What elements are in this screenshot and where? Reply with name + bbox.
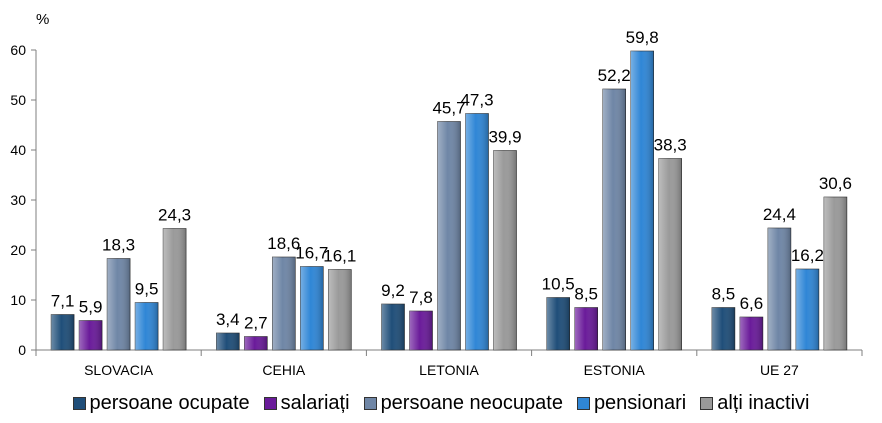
data-label: 16,2 [791,246,824,265]
chart-legend: persoane ocupate salariați persoane neocup… [0,392,882,415]
y-tick-label: 20 [10,242,26,258]
data-label: 5,9 [79,298,103,317]
data-label: 45,7 [432,99,465,118]
data-label: 38,3 [654,136,687,155]
bar-shading [272,257,296,350]
data-label: 7,1 [51,292,75,311]
legend-label: pensionari [593,392,687,414]
data-label: 24,3 [158,206,191,225]
bar-shading [711,307,735,350]
x-tick-label: CEHIA [262,362,305,378]
legend-item: pensionari [576,392,687,415]
legend-item: salariați [263,392,350,415]
bar-shading [658,158,682,350]
data-label: 39,9 [488,128,521,147]
bar-shading [795,269,819,350]
legend-swatch [700,397,714,410]
bar-shading [437,121,461,350]
bar-shading [546,297,570,350]
bar-shading [574,307,598,350]
bar-shading [602,89,626,350]
legend-swatch [263,397,277,410]
bar-shading [465,113,489,350]
bar-shading [51,314,75,350]
y-tick-label: 0 [18,342,26,358]
data-label: 59,8 [626,28,659,47]
bar-shading [244,336,268,350]
y-tick-label: 60 [10,42,26,58]
legend-label: alți inactivi [717,392,810,414]
y-tick-label: 50 [10,92,26,108]
data-label: 3,4 [216,310,240,329]
bar-shading [135,302,159,350]
legend-label: salariați [280,392,350,414]
bar-shading [163,228,187,350]
data-label: 9,5 [135,280,159,299]
y-tick-label: 10 [10,292,26,308]
legend-label: persoane neocupate [380,392,563,414]
legend-swatch [363,397,377,410]
bar-shading [328,269,352,350]
data-label: 16,7 [295,244,328,263]
data-label: 18,6 [267,234,300,253]
y-axis-label: % [36,11,49,28]
data-label: 7,8 [409,288,433,307]
bar-shading [493,150,517,350]
bar-shading [739,317,763,350]
bar-shading [300,266,324,350]
data-label: 24,4 [763,205,796,224]
data-label: 30,6 [819,174,852,193]
bar-shading [107,258,131,350]
bar-shading [409,311,433,350]
x-tick-label: LETONIA [419,362,479,378]
bar-shading [823,197,847,350]
y-tick-label: 40 [10,142,26,158]
bar-shading [630,51,654,350]
bar-shading [79,320,103,350]
data-label: 8,5 [574,285,598,304]
data-label: 10,5 [542,275,575,294]
x-tick-label: SLOVACIA [84,362,154,378]
legend-item: alți inactivi [700,392,810,415]
legend-swatch [576,397,590,410]
x-tick-label: UE 27 [760,362,799,378]
bar-chart-svg: % 0 10 20 30 40 50 60 SLOVACIA 7,1 5,9 18,3 9,5 24,3 C… [10,11,863,378]
data-label: 47,3 [460,91,493,110]
y-tick-label: 30 [10,192,26,208]
legend-item: persoane ocupate [72,392,250,415]
bar-shading [767,228,791,350]
legend-item: persoane neocupate [363,392,563,415]
legend-label: persoane ocupate [89,392,250,414]
x-tick-label: ESTONIA [584,362,646,378]
bar-shading [216,333,240,350]
bar-shading [381,304,405,350]
data-label: 8,5 [712,285,736,304]
data-label: 2,7 [244,314,268,333]
data-label: 6,6 [740,294,764,313]
data-label: 9,2 [381,281,405,300]
legend-swatch [72,397,86,410]
data-label: 52,2 [598,66,631,85]
data-label: 18,3 [102,236,135,255]
data-label: 16,1 [323,247,356,266]
